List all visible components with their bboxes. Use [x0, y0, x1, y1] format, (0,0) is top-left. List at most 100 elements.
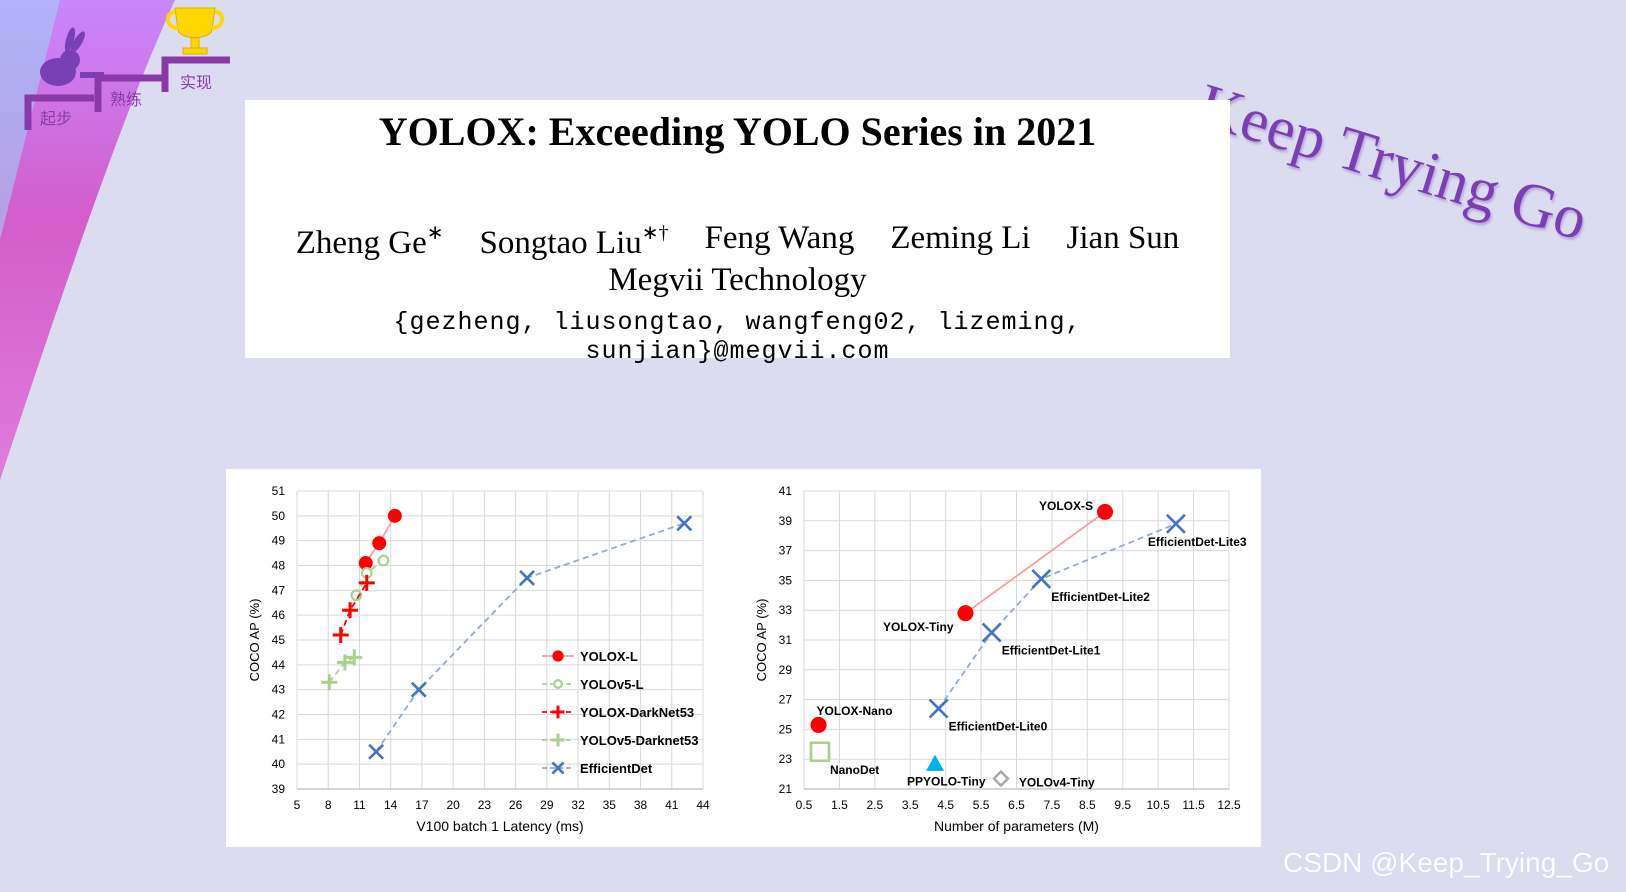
rabbit-icon [40, 27, 104, 86]
marker-plus [346, 649, 363, 666]
y-tick-label: 46 [272, 608, 286, 622]
y-tick-label: 42 [272, 708, 286, 722]
data-point [928, 698, 949, 719]
x-tick-label: 1.5 [831, 798, 848, 812]
y-tick-label: 25 [779, 722, 793, 736]
author-list: Zheng Ge∗ Songtao Liu∗† Feng Wang Zeming… [245, 220, 1230, 262]
marker-cross [519, 569, 535, 586]
data-point [676, 515, 693, 532]
x-tick-label: 44 [696, 798, 710, 812]
legend-marker [553, 679, 563, 689]
x-tick-label: 0.5 [796, 798, 813, 812]
marker-plus [342, 602, 359, 619]
y-tick-label: 44 [272, 658, 286, 672]
x-tick-label: 7.5 [1044, 798, 1061, 812]
y-tick-label: 43 [272, 683, 286, 697]
x-tick-label: 8.5 [1079, 798, 1096, 812]
y-axis-label: COCO AP (%) [754, 599, 769, 682]
legend-marker [551, 733, 565, 747]
y-tick-label: 39 [272, 782, 286, 796]
marker-dot [552, 650, 564, 662]
data-point [957, 605, 974, 622]
data-point [332, 627, 349, 644]
point-annotation: YOLOX-Nano [817, 704, 893, 718]
y-tick-label: 37 [779, 544, 793, 558]
author: Zheng Ge∗ [295, 222, 444, 261]
legend-label: EfficientDet [580, 761, 653, 776]
data-point [410, 681, 427, 698]
y-tick-label: 33 [779, 603, 793, 617]
legend-marker [551, 705, 565, 719]
marker-diamond [992, 769, 1010, 788]
step-label-1: 起步 [40, 110, 72, 128]
x-tick-label: 4.5 [937, 798, 954, 812]
marker-plus [551, 733, 565, 747]
data-point [342, 602, 359, 619]
x-axis-label: V100 batch 1 Latency (ms) [416, 818, 583, 834]
y-tick-label: 49 [272, 534, 286, 548]
x-tick-label: 41 [665, 798, 679, 812]
x-tick-label: 2.5 [866, 798, 883, 812]
chart-canvas: 5 8 11 14 17 20 23 26 29 32 35 38 41 44 39 40 41 42 43 44 45… [247, 484, 1247, 834]
steps-icon [24, 56, 230, 130]
paper-header: YOLOX: Exceeding YOLO Series in 2021 Zhe… [245, 100, 1230, 366]
marker-cross [551, 761, 565, 775]
paper-title: YOLOX: Exceeding YOLO Series in 2021 [378, 109, 1097, 154]
x-tick-label: 29 [540, 798, 554, 812]
marker-dot [810, 716, 827, 733]
affiliation: Megvii Technology [608, 262, 867, 298]
point-annotation: YOLOv4-Tiny [1019, 776, 1095, 790]
y-tick-label: 48 [272, 559, 286, 573]
marker-plus [551, 705, 565, 719]
data-point [519, 569, 535, 586]
x-tick-label: 20 [446, 798, 460, 812]
y-tick-label: 35 [779, 573, 793, 587]
x-tick-label: 3.5 [902, 798, 919, 812]
y-tick-label: 45 [272, 633, 286, 647]
y-tick-label: 29 [779, 663, 793, 677]
logo: 起步 熟练 实现 [20, 0, 240, 135]
x-tick-label: 12.5 [1217, 798, 1241, 812]
data-point [368, 743, 385, 760]
series-line [964, 511, 1106, 614]
point-annotation: EfficientDet-Lite3 [1148, 535, 1247, 549]
data-point [377, 554, 390, 567]
marker-dot [957, 605, 974, 622]
x-tick-label: 9.5 [1114, 798, 1131, 812]
legend-marker [551, 761, 565, 775]
x-tick-label: 11 [353, 798, 366, 812]
data-point [358, 574, 375, 591]
data-point [926, 754, 945, 771]
point-annotation: EfficientDet-Lite1 [1002, 644, 1101, 658]
marker-dot [358, 556, 373, 571]
point-annotation: YOLOX-S [1039, 499, 1093, 513]
data-point [992, 769, 1010, 788]
marker-plus [321, 674, 338, 691]
marker-plus [358, 574, 375, 591]
marker-triangle [926, 754, 945, 771]
step-label-3: 实现 [180, 74, 212, 92]
x-tick-label: 26 [509, 798, 523, 812]
data-point [336, 654, 353, 671]
data-point [321, 674, 338, 691]
x-tick-label: 10.5 [1146, 798, 1170, 812]
y-tick-label: 41 [779, 484, 793, 498]
legend-label: YOLOv5-L [580, 677, 644, 692]
logo-graphic: 起步 熟练 实现 [24, 7, 230, 130]
x-tick-label: 23 [478, 798, 492, 812]
author-emails: {gezheng, liusongtao, wangfeng02, lizemi… [393, 308, 1082, 366]
marker-cross [676, 515, 693, 532]
marker-ring [553, 679, 563, 689]
y-tick-label: 39 [779, 514, 793, 528]
x-tick-label: 5.5 [973, 798, 990, 812]
y-tick-label: 21 [779, 782, 793, 796]
data-point [809, 741, 831, 763]
x-tick-label: 17 [415, 798, 429, 812]
marker-cross [1165, 513, 1186, 534]
point-annotation: YOLOX-Tiny [883, 620, 954, 634]
marker-dot [1097, 503, 1114, 520]
legend-label: YOLOX-DarkNet53 [580, 705, 694, 720]
figure: 5 8 11 14 17 20 23 26 29 32 35 38 41 44 39 40 41 42 43 44 45… [226, 469, 1261, 847]
author: Zeming Li [890, 220, 1031, 256]
marker-dot [372, 536, 387, 551]
